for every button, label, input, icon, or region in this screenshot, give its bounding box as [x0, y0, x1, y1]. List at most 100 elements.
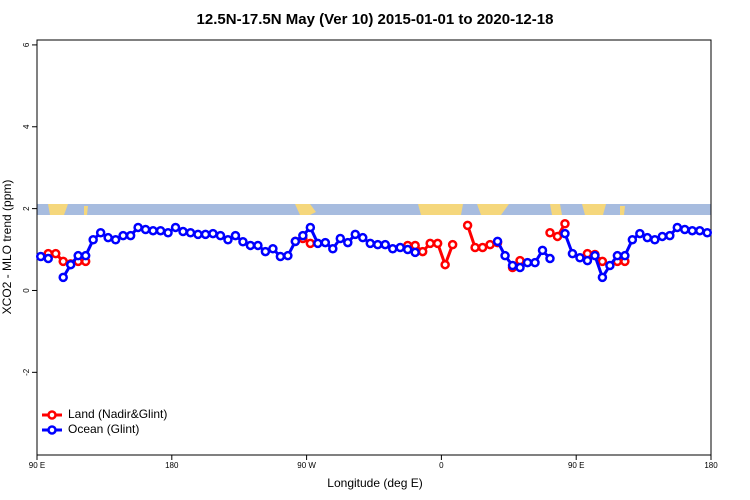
data-point: [305, 222, 316, 233]
legend-label: Ocean (Glint): [68, 422, 139, 436]
data-point: [50, 248, 61, 259]
legend-label: Land (Nadir&Glint): [68, 407, 167, 421]
data-point: [470, 242, 480, 253]
data-point: [283, 250, 293, 261]
data-point: [103, 232, 113, 243]
data-point: [395, 242, 405, 253]
data-point: [530, 257, 540, 268]
data-point: [88, 234, 98, 245]
data-point: [567, 248, 578, 259]
y-tick-label: 0: [22, 288, 31, 293]
data-point: [43, 253, 53, 264]
data-point: [200, 229, 211, 240]
data-point: [657, 231, 668, 242]
data-point: [298, 230, 308, 241]
data-point: [417, 246, 428, 257]
data-point: [245, 240, 256, 251]
data-point: [425, 238, 435, 249]
data-point: [590, 250, 600, 261]
x-tick-label: 0: [439, 461, 444, 470]
data-point: [335, 233, 346, 244]
data-point: [492, 236, 503, 247]
data-point: [545, 253, 555, 264]
x-tick-label: 90 E: [568, 461, 584, 470]
data-point: [507, 260, 518, 271]
data-point: [560, 228, 570, 239]
data-point: [58, 272, 68, 283]
data-point: [380, 239, 390, 250]
data-point: [163, 228, 173, 238]
data-point: [35, 251, 46, 262]
y-tick-label: 6: [22, 42, 31, 47]
data-point: [627, 234, 638, 245]
data-point: [477, 242, 488, 253]
data-point: [635, 228, 645, 239]
data-point: [402, 244, 413, 255]
data-point: [387, 243, 398, 254]
data-point: [305, 238, 316, 249]
data-point: [110, 234, 121, 245]
data-point: [605, 260, 615, 271]
data-point: [545, 228, 555, 238]
data-point: [80, 250, 91, 261]
x-tick-label: 180: [704, 461, 718, 470]
data-point: [328, 243, 338, 254]
data-point: [290, 236, 301, 247]
data-point: [612, 250, 623, 261]
data-point: [193, 229, 203, 240]
data-point: [268, 243, 278, 254]
data-point: [702, 228, 713, 238]
data-point: [515, 262, 525, 273]
x-tick-label: 90 W: [297, 461, 316, 470]
data-point: [447, 239, 458, 250]
map-strip: [37, 204, 711, 215]
data-point: [215, 230, 226, 241]
data-point: [253, 240, 263, 251]
data-point: [170, 222, 181, 233]
legend-marker: [47, 410, 57, 420]
data-point: [582, 255, 593, 266]
legend-marker: [47, 425, 57, 435]
data-point: [185, 228, 196, 238]
data-point: [148, 225, 158, 236]
data-point: [597, 272, 608, 283]
data-point: [320, 237, 331, 248]
y-tick-label: 4: [22, 124, 31, 129]
data-point: [260, 246, 271, 257]
chart-title: 12.5N-17.5N May (Ver 10) 2015-01-01 to 2…: [197, 11, 554, 28]
data-point: [485, 239, 495, 250]
data-point: [208, 228, 218, 239]
data-point: [372, 239, 383, 250]
data-point: [313, 238, 323, 249]
data-point: [695, 225, 705, 236]
data-point: [432, 238, 443, 249]
data-point: [155, 225, 166, 236]
data-point: [95, 228, 106, 238]
data-point: [650, 234, 660, 245]
data-point: [365, 238, 376, 249]
data-point: [118, 230, 128, 241]
data-point: [500, 250, 510, 261]
data-point: [537, 245, 548, 256]
data-point: [230, 230, 241, 241]
data-point: [680, 224, 690, 235]
data-point: [665, 230, 675, 241]
data-point: [672, 222, 683, 233]
data-point: [140, 224, 151, 235]
data-point: [343, 237, 353, 248]
data-point: [522, 257, 533, 268]
data-point: [642, 232, 653, 243]
x-tick-label: 90 E: [29, 461, 45, 470]
data-point: [73, 250, 83, 261]
y-axis-label: XCO2 - MLO trend (ppm): [0, 180, 14, 315]
y-tick-label: 2: [22, 206, 31, 211]
data-point: [575, 252, 585, 263]
data-point: [552, 231, 563, 242]
y-tick-label: -2: [22, 368, 31, 376]
data-point: [410, 247, 420, 258]
plot-frame: [36, 39, 712, 456]
data-point: [597, 256, 608, 267]
data-point: [133, 222, 143, 233]
data-point: [238, 237, 248, 247]
data-point: [560, 219, 570, 229]
